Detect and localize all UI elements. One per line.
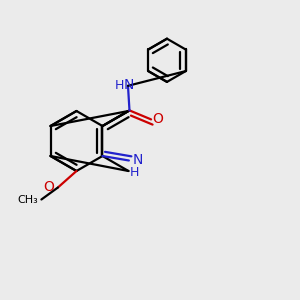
Text: O: O — [152, 112, 163, 126]
Text: H: H — [114, 79, 124, 92]
Text: CH₃: CH₃ — [18, 195, 38, 205]
Text: O: O — [43, 180, 54, 194]
Text: N: N — [133, 153, 143, 166]
Text: N: N — [124, 79, 134, 92]
Text: H: H — [130, 166, 140, 179]
